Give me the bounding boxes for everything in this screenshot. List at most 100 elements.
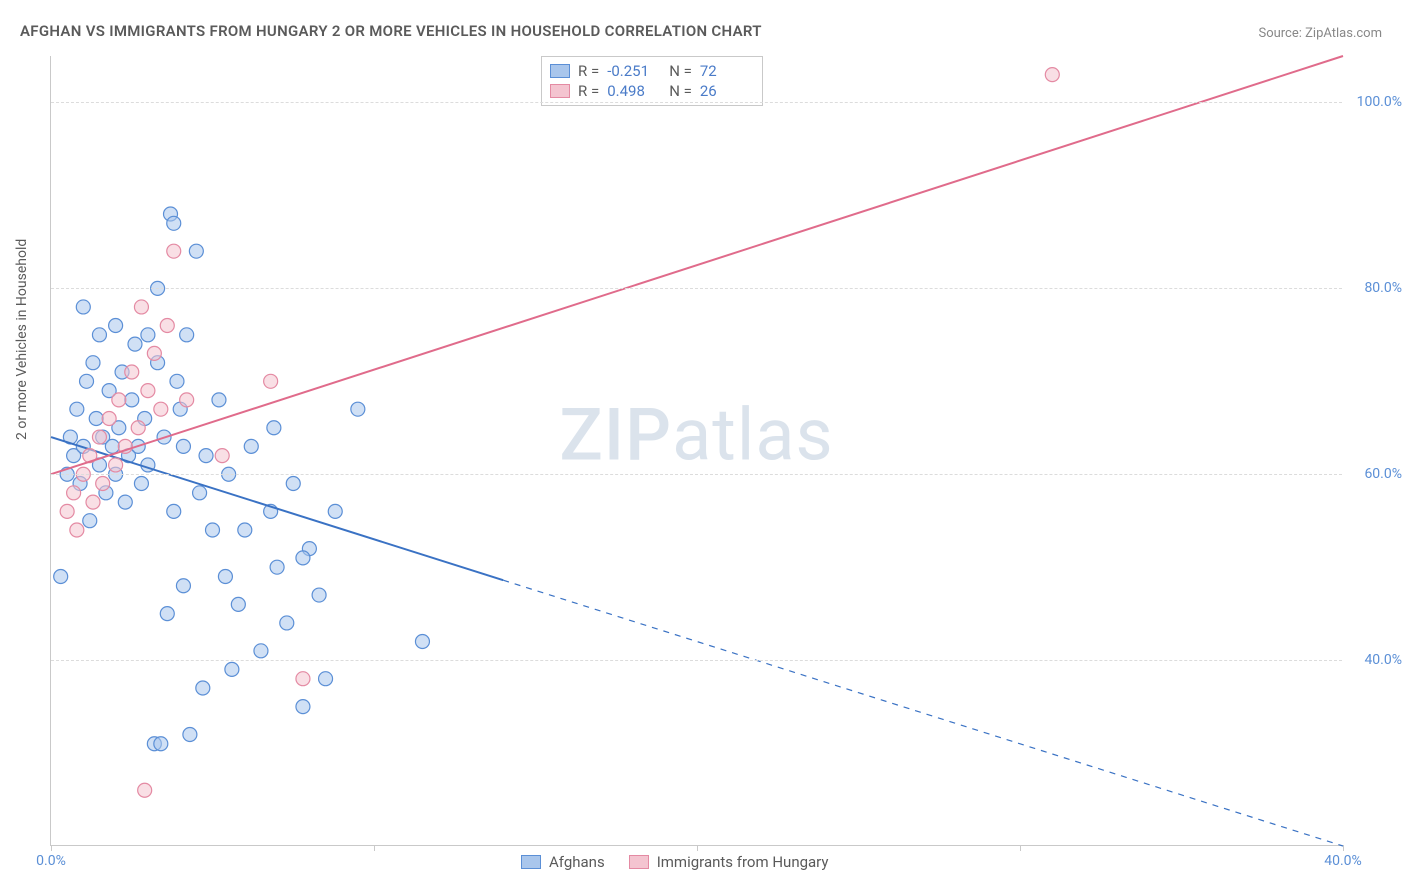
data-point [238, 523, 252, 537]
swatch-hungary-icon [629, 855, 649, 869]
chart-title: AFGHAN VS IMMIGRANTS FROM HUNGARY 2 OR M… [20, 22, 762, 40]
data-point [312, 588, 326, 602]
data-point [134, 300, 148, 314]
data-point [225, 662, 239, 676]
x-tick [1343, 845, 1344, 851]
data-point [254, 644, 268, 658]
data-point [138, 783, 152, 797]
data-point [296, 551, 310, 565]
trend-line-extrapolated [503, 580, 1343, 846]
x-tick-label: 0.0% [36, 853, 66, 869]
swatch-afghans [550, 64, 570, 78]
x-tick [1020, 845, 1021, 851]
data-point [176, 439, 190, 453]
gridline [51, 474, 1342, 475]
data-point [328, 504, 342, 518]
data-point [147, 346, 161, 360]
data-point [170, 374, 184, 388]
data-point [112, 393, 126, 407]
data-point [86, 495, 100, 509]
legend-item-hungary: Immigrants from Hungary [629, 853, 829, 871]
data-point [218, 569, 232, 583]
data-point [54, 569, 68, 583]
x-tick [374, 845, 375, 851]
data-point [76, 300, 90, 314]
data-point [167, 504, 181, 518]
legend-label: Afghans [549, 853, 605, 871]
y-tick-label: 60.0% [1364, 466, 1402, 482]
x-tick-label: 40.0% [1324, 853, 1362, 869]
data-point [244, 439, 258, 453]
data-point [183, 727, 197, 741]
stats-legend: R = -0.251 N = 72 R = 0.498 N = 26 [541, 56, 763, 106]
data-point [141, 328, 155, 342]
gridline [51, 660, 1342, 661]
data-point [189, 244, 203, 258]
data-point [215, 449, 229, 463]
data-point [80, 374, 94, 388]
data-point [193, 486, 207, 500]
data-point [105, 439, 119, 453]
data-point [125, 365, 139, 379]
data-point [196, 681, 210, 695]
data-point [264, 374, 278, 388]
data-point [160, 607, 174, 621]
x-tick [51, 845, 52, 851]
data-point [102, 411, 116, 425]
data-point [131, 421, 145, 435]
plot-area: ZIPatlas R = -0.251 N = 72 R = 0.498 N =… [50, 56, 1342, 846]
data-point [134, 477, 148, 491]
data-point [280, 616, 294, 630]
data-point [296, 672, 310, 686]
data-point [319, 672, 333, 686]
data-point [167, 244, 181, 258]
data-point [199, 449, 213, 463]
data-point [141, 384, 155, 398]
legend-item-afghans: Afghans [521, 853, 605, 871]
data-point [154, 737, 168, 751]
data-point [118, 495, 132, 509]
data-point [89, 411, 103, 425]
trend-line [51, 56, 1343, 474]
stats-row-hungary: R = 0.498 N = 26 [550, 81, 754, 101]
data-point [351, 402, 365, 416]
data-point [180, 393, 194, 407]
data-point [67, 486, 81, 500]
data-point [176, 579, 190, 593]
y-tick-label: 80.0% [1364, 280, 1402, 296]
data-point [1045, 68, 1059, 82]
data-point [60, 504, 74, 518]
data-point [125, 393, 139, 407]
data-point [270, 560, 284, 574]
data-point [92, 430, 106, 444]
data-point [212, 393, 226, 407]
data-point [128, 337, 142, 351]
data-point [231, 597, 245, 611]
data-point [109, 458, 123, 472]
data-point [206, 523, 220, 537]
data-point [109, 319, 123, 333]
data-point [267, 421, 281, 435]
data-point [83, 514, 97, 528]
x-tick [697, 845, 698, 851]
gridline [51, 288, 1342, 289]
y-axis-label: 2 or more Vehicles in Household [14, 239, 30, 440]
data-point [167, 216, 181, 230]
data-point [92, 328, 106, 342]
y-tick-label: 40.0% [1364, 652, 1402, 668]
swatch-hungary [550, 84, 570, 98]
gridline [51, 102, 1342, 103]
swatch-afghans-icon [521, 855, 541, 869]
data-point [160, 319, 174, 333]
y-tick-label: 100.0% [1357, 94, 1402, 110]
correlation-chart: AFGHAN VS IMMIGRANTS FROM HUNGARY 2 OR M… [0, 0, 1406, 892]
data-point [415, 635, 429, 649]
series-legend: Afghans Immigrants from Hungary [521, 853, 829, 871]
source-attribution: Source: ZipAtlas.com [1258, 26, 1382, 41]
data-point [286, 477, 300, 491]
data-point [96, 477, 110, 491]
stats-row-afghans: R = -0.251 N = 72 [550, 61, 754, 81]
data-point [154, 402, 168, 416]
data-point [70, 523, 84, 537]
data-point [296, 700, 310, 714]
